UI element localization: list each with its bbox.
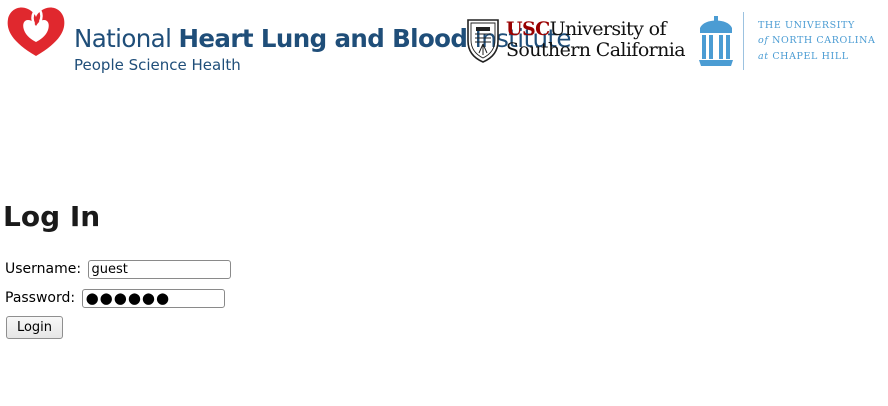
- usc-name-line1: USCUniversity of: [506, 18, 667, 40]
- username-row: Username:: [5, 258, 231, 280]
- nhlbi-tagline: People Science Health: [74, 56, 241, 74]
- old-well-icon: [699, 16, 733, 66]
- nhlbi-name: National Heart Lung and Blood Institute: [74, 24, 572, 53]
- usc-logo: USCUniversity of Southern California: [466, 16, 686, 66]
- login-button[interactable]: Login: [6, 316, 63, 339]
- password-label: Password:: [5, 290, 76, 306]
- unc-line2: of NORTH CAROLINA: [758, 35, 876, 46]
- password-row: Password:: [5, 287, 225, 309]
- page-title: Log In: [3, 200, 101, 233]
- username-input[interactable]: [87, 259, 231, 279]
- nhlbi-logo: National Heart Lung and Blood Institute …: [4, 4, 572, 76]
- header-logos: National Heart Lung and Blood Institute …: [0, 0, 888, 80]
- unc-logo: THE UNIVERSITY of NORTH CAROLINA at CHAP…: [698, 12, 884, 72]
- username-label: Username:: [5, 261, 82, 277]
- unc-line1: THE UNIVERSITY: [758, 20, 855, 31]
- nhlbi-heart-icon: [7, 7, 65, 56]
- unc-line3: at CHAPEL HILL: [758, 51, 849, 62]
- password-input[interactable]: [81, 288, 225, 308]
- usc-seal-icon: [467, 19, 499, 63]
- usc-name-line2: Southern California: [506, 39, 686, 61]
- unc-divider: [743, 12, 744, 70]
